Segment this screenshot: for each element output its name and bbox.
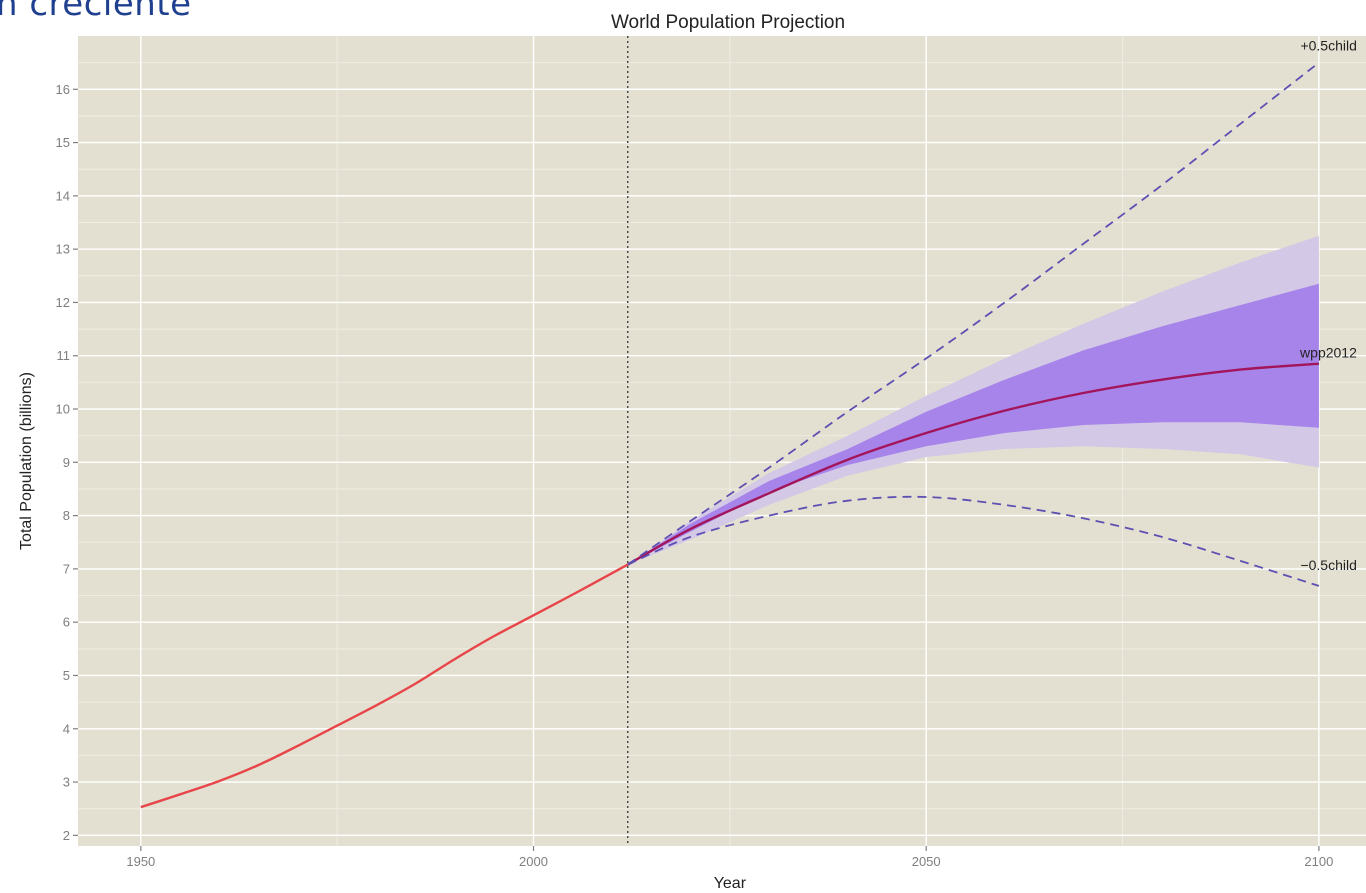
x-tick-label: 2000 [519,854,548,869]
y-tick-label: 15 [56,135,70,150]
y-tick-label: 13 [56,242,70,257]
plus-half-child-line [627,61,1320,566]
chart-title: World Population Projection [611,12,845,33]
band-80 [627,283,1319,565]
y-tick-label: 16 [56,82,70,97]
series-label: −0.5child [1300,557,1356,573]
minus-half-child-line [627,495,1320,587]
x-tick-label: 1950 [126,854,155,869]
series-lines [140,61,1320,809]
slide-heading: n creciente [0,0,192,24]
y-tick-label: 12 [56,295,70,310]
y-tick-label: 4 [63,721,70,736]
series-label: +0.5child [1300,38,1356,54]
series-annotations: wpp2012 +0.5child −0.5child [1299,38,1357,573]
axes: 2 3 4 5 6 7 8 9 10 11 12 13 14 15 16 1950 2000 2050 2100 [56,82,1334,869]
y-tick-label: 11 [57,348,71,363]
y-tick-label: 3 [63,775,70,790]
x-tick-label: 2100 [1304,854,1333,869]
median-projection-line [627,362,1319,566]
y-tick-label: 5 [63,668,70,683]
y-axis-label: Total Population (billions) [18,372,35,550]
y-tick-label: 14 [56,188,70,203]
y-tick-label: 7 [63,561,70,576]
y-tick-label: 10 [56,402,70,417]
y-tick-label: 9 [63,455,70,470]
uncertainty-bands [627,235,1319,565]
y-tick-label: 2 [63,828,70,843]
y-tick-label: 8 [63,508,70,523]
y-tick-label: 6 [63,615,70,630]
x-tick-label: 2050 [912,854,941,869]
series-label: wpp2012 [1299,345,1357,361]
x-axis-label: Year [714,875,747,892]
historic-population-line [140,563,629,809]
